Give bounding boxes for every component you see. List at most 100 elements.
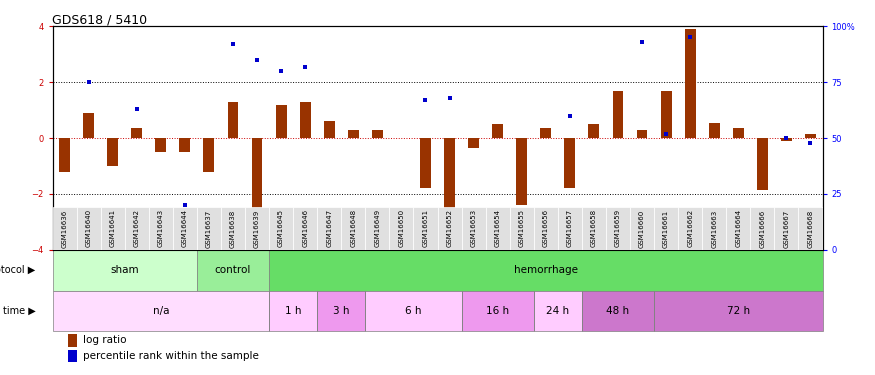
Bar [220, 207, 245, 250]
Text: GSM16662: GSM16662 [687, 209, 693, 248]
Bar [462, 207, 486, 250]
Bar [252, 138, 262, 253]
Point [202, 236, 216, 242]
Text: n/a: n/a [152, 306, 169, 316]
Bar [366, 207, 389, 250]
Text: GSM16640: GSM16640 [86, 209, 92, 248]
Bar [558, 207, 582, 250]
Bar [541, 128, 551, 138]
Bar [270, 291, 318, 331]
Bar [493, 124, 503, 138]
Text: 16 h: 16 h [487, 306, 509, 316]
Text: 48 h: 48 h [606, 306, 629, 316]
Bar [781, 138, 792, 141]
Bar [582, 207, 605, 250]
Text: GSM16660: GSM16660 [639, 209, 645, 248]
Point [226, 41, 240, 47]
Bar [685, 29, 696, 138]
Point [395, 236, 409, 242]
Bar [751, 207, 774, 250]
Bar [654, 207, 678, 250]
Bar [77, 207, 101, 250]
Bar [703, 207, 726, 250]
Bar [300, 102, 311, 138]
Point [418, 97, 432, 103]
Bar [630, 207, 654, 250]
Text: GSM16654: GSM16654 [494, 209, 500, 247]
Bar [324, 121, 334, 138]
Bar [68, 350, 77, 362]
Point [178, 202, 192, 208]
Bar [293, 207, 318, 250]
Point [732, 222, 746, 228]
Bar [678, 207, 703, 250]
Text: 1 h: 1 h [285, 306, 301, 316]
Point [659, 130, 673, 136]
Text: GSM16644: GSM16644 [182, 209, 188, 247]
Bar [131, 128, 142, 138]
Text: GSM16639: GSM16639 [254, 209, 260, 248]
Bar [348, 130, 359, 138]
Text: GSM16658: GSM16658 [591, 209, 597, 248]
Bar [805, 134, 816, 138]
Bar [276, 105, 286, 138]
Text: GSM16636: GSM16636 [61, 209, 67, 248]
Text: GSM16637: GSM16637 [206, 209, 212, 248]
Text: GSM16659: GSM16659 [615, 209, 621, 248]
Point [803, 140, 817, 146]
Point [250, 57, 264, 63]
Point [707, 222, 721, 228]
Point [298, 63, 312, 69]
Text: GSM16652: GSM16652 [446, 209, 452, 247]
Bar [516, 138, 527, 205]
Text: GSM16666: GSM16666 [760, 209, 766, 248]
Bar [341, 207, 366, 250]
Bar [52, 250, 197, 291]
Bar [582, 291, 654, 331]
Text: GSM16638: GSM16638 [230, 209, 236, 248]
Bar [270, 207, 293, 250]
Text: GDS618 / 5410: GDS618 / 5410 [52, 13, 148, 26]
Point [780, 135, 794, 141]
Bar [534, 207, 558, 250]
Bar [318, 207, 341, 250]
Text: sham: sham [110, 265, 139, 275]
Text: GSM16642: GSM16642 [134, 209, 140, 247]
Bar [589, 124, 599, 138]
Bar [179, 138, 190, 152]
Bar [372, 130, 382, 138]
Point [274, 68, 288, 74]
Text: GSM16647: GSM16647 [326, 209, 332, 248]
Bar [444, 138, 455, 212]
Point [514, 218, 528, 224]
Bar [197, 250, 270, 291]
Text: GSM16664: GSM16664 [735, 209, 741, 248]
Text: GSM16668: GSM16668 [808, 209, 814, 248]
Bar [156, 138, 166, 152]
Text: log ratio: log ratio [83, 335, 127, 345]
Bar [173, 207, 197, 250]
Text: 72 h: 72 h [727, 306, 750, 316]
Bar [52, 291, 270, 331]
Point [130, 106, 144, 112]
Text: 6 h: 6 h [405, 306, 422, 316]
Bar [68, 334, 77, 347]
Bar [654, 291, 822, 331]
Bar [462, 291, 534, 331]
Bar [197, 207, 220, 250]
Bar [612, 90, 623, 138]
Text: GSM16650: GSM16650 [398, 209, 404, 248]
Text: GSM16663: GSM16663 [711, 209, 718, 248]
Text: GSM16641: GSM16641 [109, 209, 116, 248]
Text: GSM16645: GSM16645 [278, 209, 284, 247]
Bar [726, 207, 751, 250]
Text: protocol ▶: protocol ▶ [0, 265, 36, 275]
Bar [366, 291, 462, 331]
Point [755, 222, 769, 228]
Point [81, 79, 95, 85]
Bar [709, 123, 719, 138]
Point [635, 39, 649, 45]
Text: 24 h: 24 h [546, 306, 570, 316]
Point [611, 229, 625, 235]
Bar [318, 291, 366, 331]
